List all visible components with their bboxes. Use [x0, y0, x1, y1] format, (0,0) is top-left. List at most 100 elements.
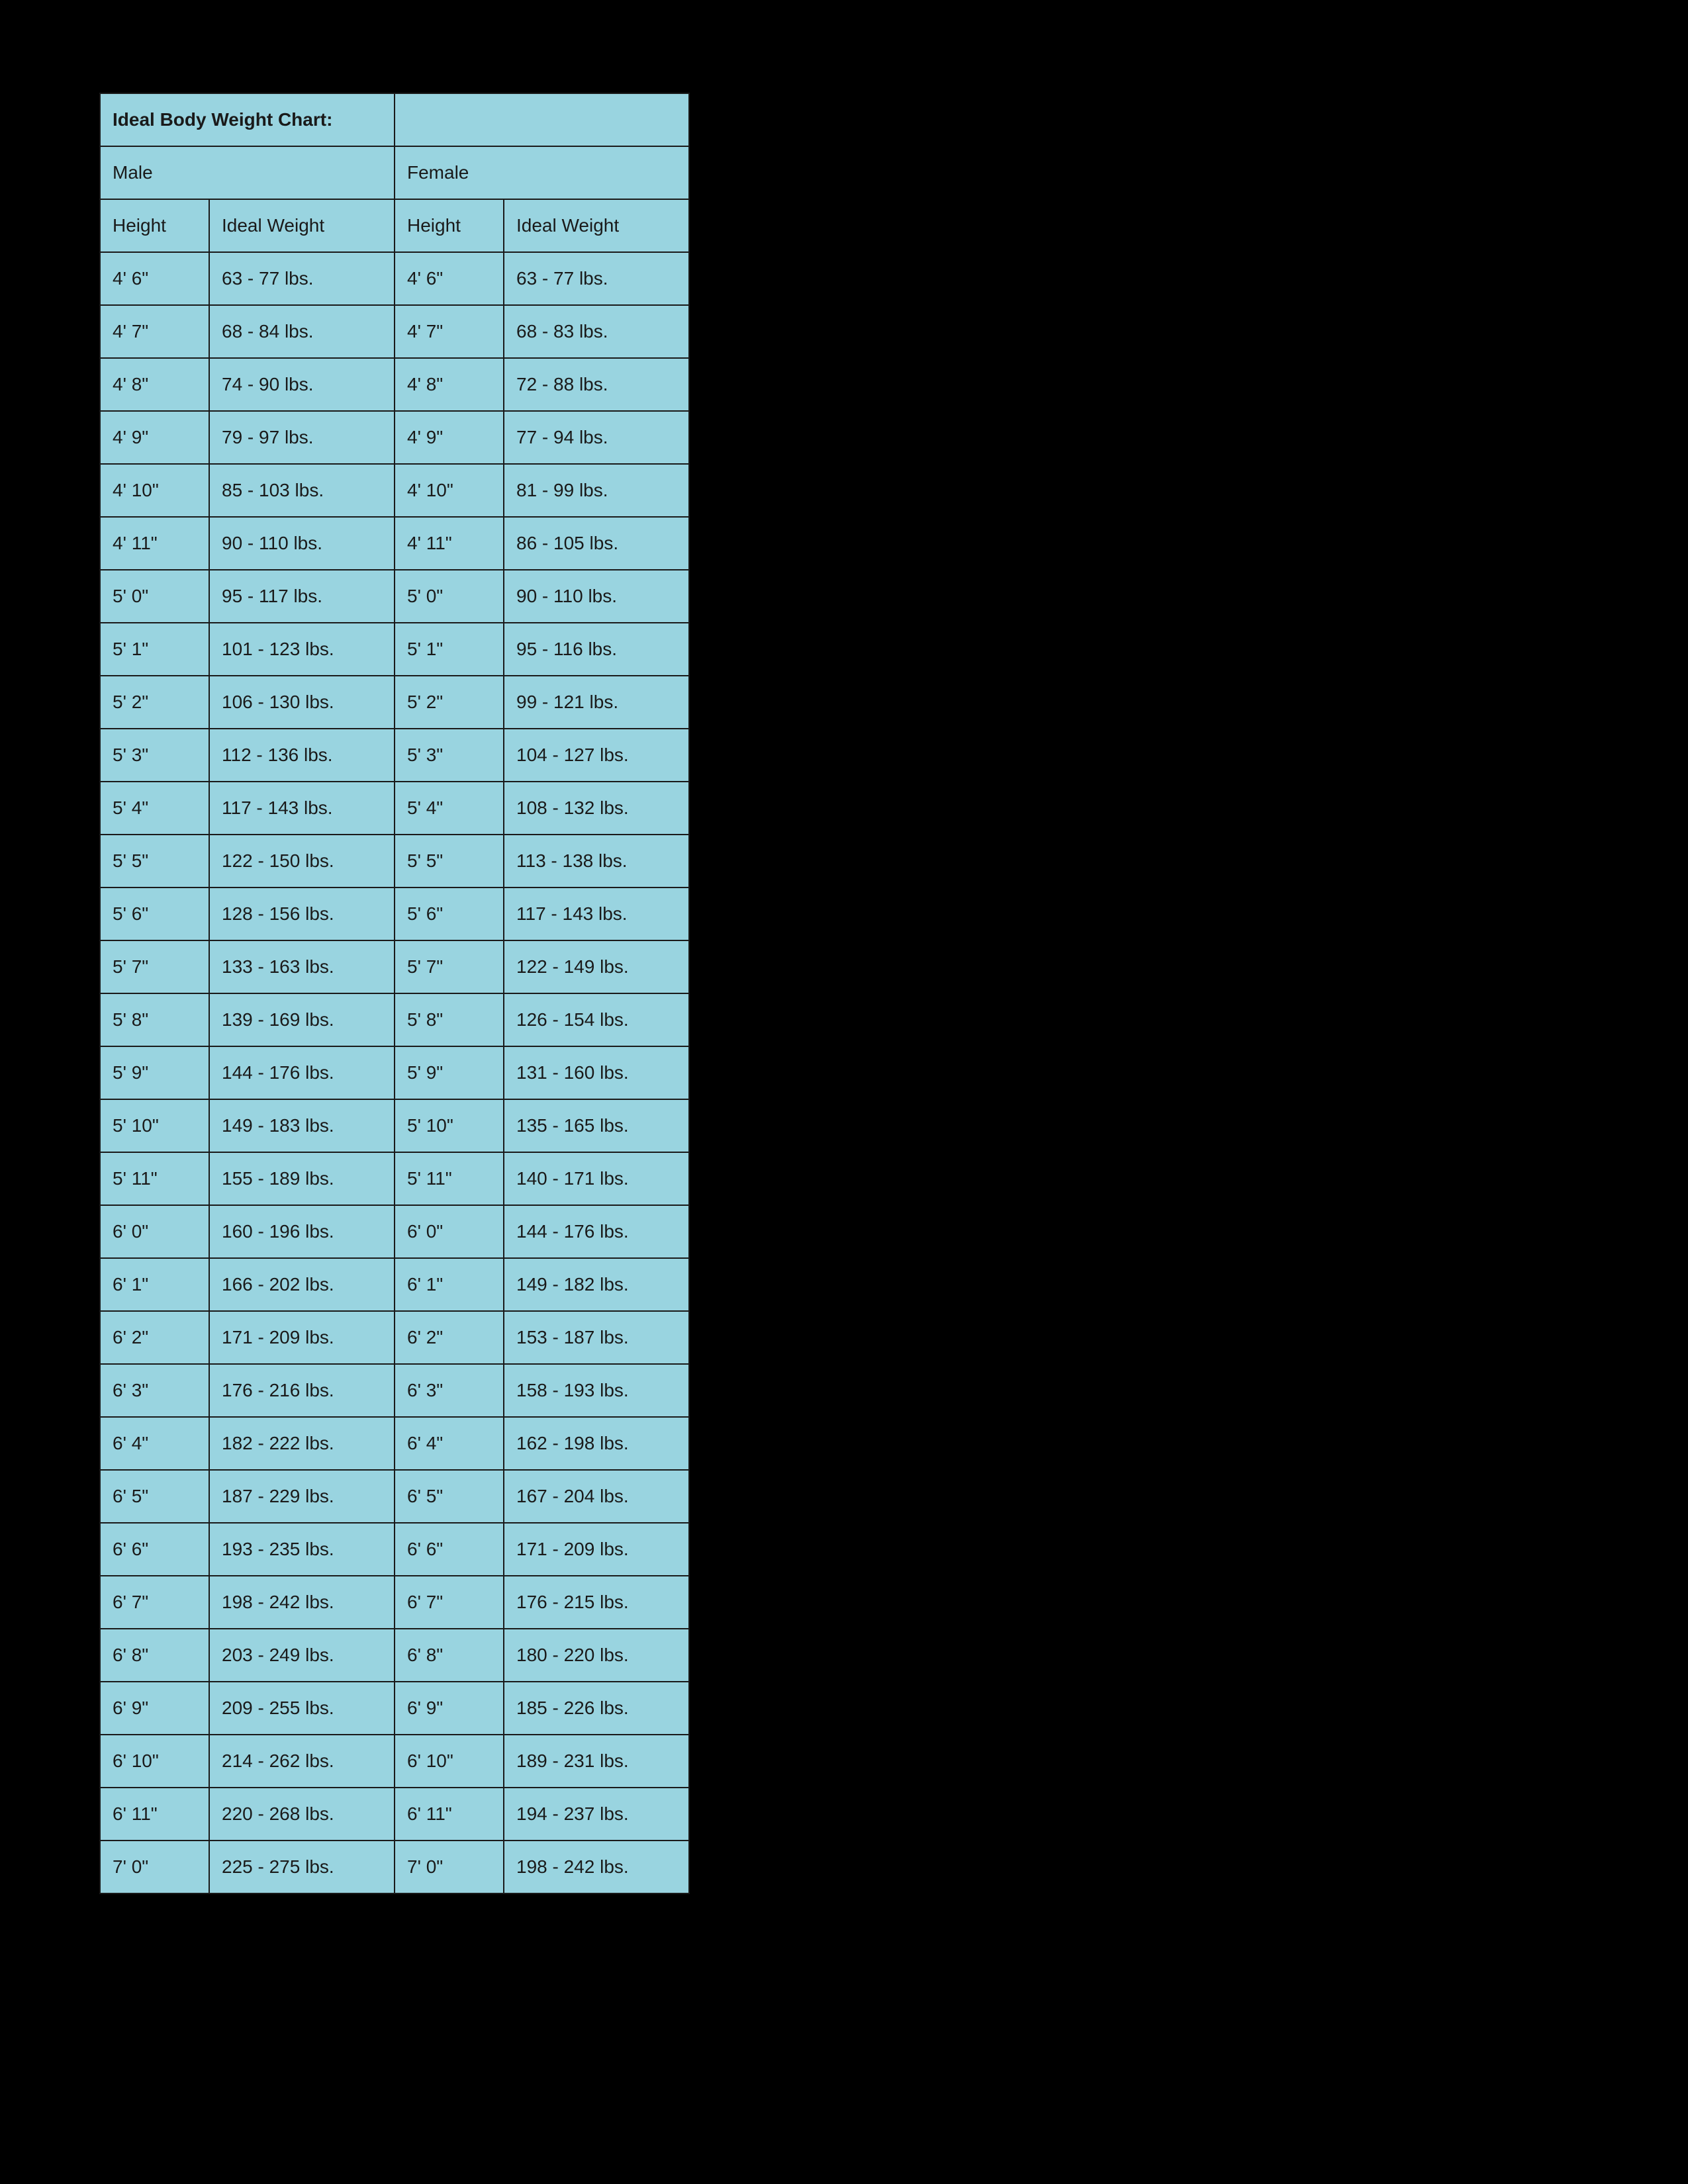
- male-weight-cell: 182 - 222 lbs.: [209, 1417, 395, 1470]
- female-weight-cell: 126 - 154 lbs.: [504, 993, 689, 1046]
- male-height-cell: 5' 0": [100, 570, 209, 623]
- male-height-cell: 6' 3": [100, 1364, 209, 1417]
- female-weight-cell: 167 - 204 lbs.: [504, 1470, 689, 1523]
- female-weight-cell: 99 - 121 lbs.: [504, 676, 689, 729]
- table-row: 4' 10"85 - 103 lbs.4' 10"81 - 99 lbs.: [100, 464, 689, 517]
- female-height-cell: 5' 7": [395, 940, 504, 993]
- male-weight-cell: 203 - 249 lbs.: [209, 1629, 395, 1682]
- table-row: 4' 7"68 - 84 lbs.4' 7"68 - 83 lbs.: [100, 305, 689, 358]
- male-weight-cell: 128 - 156 lbs.: [209, 887, 395, 940]
- female-height-cell: 5' 3": [395, 729, 504, 782]
- male-weight-cell: 95 - 117 lbs.: [209, 570, 395, 623]
- female-height-header: Height: [395, 199, 504, 252]
- female-height-cell: 5' 10": [395, 1099, 504, 1152]
- male-weight-cell: 171 - 209 lbs.: [209, 1311, 395, 1364]
- male-weight-cell: 117 - 143 lbs.: [209, 782, 395, 835]
- female-height-cell: 6' 5": [395, 1470, 504, 1523]
- male-weight-cell: 90 - 110 lbs.: [209, 517, 395, 570]
- female-height-cell: 5' 9": [395, 1046, 504, 1099]
- male-weight-cell: 160 - 196 lbs.: [209, 1205, 395, 1258]
- male-weight-cell: 74 - 90 lbs.: [209, 358, 395, 411]
- female-weight-cell: 131 - 160 lbs.: [504, 1046, 689, 1099]
- column-header-row: Height Ideal Weight Height Ideal Weight: [100, 199, 689, 252]
- female-height-cell: 6' 7": [395, 1576, 504, 1629]
- table-row: 6' 3"176 - 216 lbs.6' 3"158 - 193 lbs.: [100, 1364, 689, 1417]
- male-section-label: Male: [100, 146, 395, 199]
- male-weight-header: Ideal Weight: [209, 199, 395, 252]
- male-weight-cell: 68 - 84 lbs.: [209, 305, 395, 358]
- table-row: 4' 8"74 - 90 lbs.4' 8"72 - 88 lbs.: [100, 358, 689, 411]
- male-weight-cell: 139 - 169 lbs.: [209, 993, 395, 1046]
- male-height-cell: 6' 8": [100, 1629, 209, 1682]
- male-height-cell: 4' 11": [100, 517, 209, 570]
- female-height-cell: 4' 8": [395, 358, 504, 411]
- table-row: 6' 0"160 - 196 lbs.6' 0"144 - 176 lbs.: [100, 1205, 689, 1258]
- male-height-cell: 7' 0": [100, 1841, 209, 1893]
- female-weight-cell: 140 - 171 lbs.: [504, 1152, 689, 1205]
- female-height-cell: 6' 11": [395, 1788, 504, 1841]
- female-weight-cell: 153 - 187 lbs.: [504, 1311, 689, 1364]
- female-height-cell: 5' 0": [395, 570, 504, 623]
- female-weight-cell: 77 - 94 lbs.: [504, 411, 689, 464]
- male-height-cell: 5' 5": [100, 835, 209, 887]
- male-height-cell: 4' 10": [100, 464, 209, 517]
- male-height-cell: 5' 8": [100, 993, 209, 1046]
- weight-table: Ideal Body Weight Chart: Male Female Hei…: [99, 93, 690, 1894]
- male-height-header: Height: [100, 199, 209, 252]
- table-row: 6' 7"198 - 242 lbs.6' 7"176 - 215 lbs.: [100, 1576, 689, 1629]
- female-weight-cell: 171 - 209 lbs.: [504, 1523, 689, 1576]
- male-height-cell: 6' 1": [100, 1258, 209, 1311]
- male-weight-cell: 187 - 229 lbs.: [209, 1470, 395, 1523]
- male-weight-cell: 149 - 183 lbs.: [209, 1099, 395, 1152]
- male-weight-cell: 112 - 136 lbs.: [209, 729, 395, 782]
- female-height-cell: 6' 2": [395, 1311, 504, 1364]
- title-row: Ideal Body Weight Chart:: [100, 93, 689, 146]
- female-weight-cell: 113 - 138 lbs.: [504, 835, 689, 887]
- female-weight-cell: 104 - 127 lbs.: [504, 729, 689, 782]
- table-row: 6' 2"171 - 209 lbs.6' 2"153 - 187 lbs.: [100, 1311, 689, 1364]
- table-row: 6' 4"182 - 222 lbs.6' 4"162 - 198 lbs.: [100, 1417, 689, 1470]
- male-height-cell: 6' 2": [100, 1311, 209, 1364]
- female-height-cell: 4' 9": [395, 411, 504, 464]
- female-weight-cell: 162 - 198 lbs.: [504, 1417, 689, 1470]
- table-row: 5' 6"128 - 156 lbs.5' 6"117 - 143 lbs.: [100, 887, 689, 940]
- table-row: 6' 6"193 - 235 lbs.6' 6"171 - 209 lbs.: [100, 1523, 689, 1576]
- male-height-cell: 4' 7": [100, 305, 209, 358]
- male-weight-cell: 209 - 255 lbs.: [209, 1682, 395, 1735]
- male-height-cell: 6' 7": [100, 1576, 209, 1629]
- female-weight-cell: 117 - 143 lbs.: [504, 887, 689, 940]
- female-weight-cell: 189 - 231 lbs.: [504, 1735, 689, 1788]
- table-row: 7' 0"225 - 275 lbs.7' 0"198 - 242 lbs.: [100, 1841, 689, 1893]
- male-height-cell: 6' 4": [100, 1417, 209, 1470]
- female-weight-cell: 135 - 165 lbs.: [504, 1099, 689, 1152]
- female-weight-cell: 72 - 88 lbs.: [504, 358, 689, 411]
- male-weight-cell: 101 - 123 lbs.: [209, 623, 395, 676]
- female-height-cell: 6' 10": [395, 1735, 504, 1788]
- female-height-cell: 5' 8": [395, 993, 504, 1046]
- male-height-cell: 5' 3": [100, 729, 209, 782]
- female-weight-cell: 149 - 182 lbs.: [504, 1258, 689, 1311]
- table-row: 5' 9"144 - 176 lbs.5' 9"131 - 160 lbs.: [100, 1046, 689, 1099]
- table-row: 5' 5"122 - 150 lbs.5' 5"113 - 138 lbs.: [100, 835, 689, 887]
- table-row: 4' 9"79 - 97 lbs.4' 9"77 - 94 lbs.: [100, 411, 689, 464]
- table-row: 5' 11"155 - 189 lbs.5' 11"140 - 171 lbs.: [100, 1152, 689, 1205]
- female-weight-cell: 86 - 105 lbs.: [504, 517, 689, 570]
- male-height-cell: 6' 0": [100, 1205, 209, 1258]
- female-weight-cell: 180 - 220 lbs.: [504, 1629, 689, 1682]
- table-row: 5' 10"149 - 183 lbs.5' 10"135 - 165 lbs.: [100, 1099, 689, 1152]
- female-weight-cell: 185 - 226 lbs.: [504, 1682, 689, 1735]
- female-weight-cell: 122 - 149 lbs.: [504, 940, 689, 993]
- female-height-cell: 5' 6": [395, 887, 504, 940]
- female-height-cell: 6' 8": [395, 1629, 504, 1682]
- female-weight-cell: 68 - 83 lbs.: [504, 305, 689, 358]
- table-row: 5' 4"117 - 143 lbs.5' 4"108 - 132 lbs.: [100, 782, 689, 835]
- weight-table-body: Ideal Body Weight Chart: Male Female Hei…: [100, 93, 689, 1893]
- female-height-cell: 4' 6": [395, 252, 504, 305]
- table-row: 5' 0"95 - 117 lbs.5' 0"90 - 110 lbs.: [100, 570, 689, 623]
- table-row: 6' 1"166 - 202 lbs.6' 1"149 - 182 lbs.: [100, 1258, 689, 1311]
- male-height-cell: 6' 10": [100, 1735, 209, 1788]
- female-weight-cell: 81 - 99 lbs.: [504, 464, 689, 517]
- female-height-cell: 6' 9": [395, 1682, 504, 1735]
- female-weight-cell: 144 - 176 lbs.: [504, 1205, 689, 1258]
- table-row: 5' 7"133 - 163 lbs.5' 7"122 - 149 lbs.: [100, 940, 689, 993]
